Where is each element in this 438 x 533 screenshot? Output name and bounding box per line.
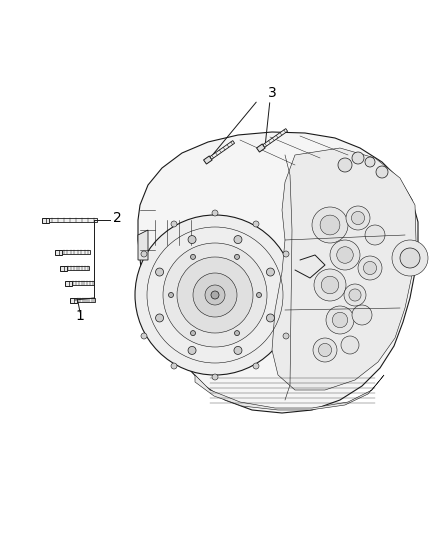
Circle shape [346, 206, 370, 230]
Circle shape [234, 236, 242, 244]
Polygon shape [257, 144, 265, 152]
Circle shape [266, 268, 275, 276]
Circle shape [400, 248, 420, 268]
Polygon shape [138, 230, 148, 260]
Polygon shape [55, 249, 62, 254]
Circle shape [341, 336, 359, 354]
Circle shape [365, 157, 375, 167]
Polygon shape [42, 217, 49, 222]
Circle shape [337, 247, 353, 263]
Circle shape [318, 343, 332, 357]
Circle shape [171, 363, 177, 369]
Circle shape [135, 215, 295, 375]
Circle shape [169, 293, 173, 297]
Circle shape [141, 251, 147, 257]
Circle shape [193, 273, 237, 317]
Circle shape [155, 268, 163, 276]
Circle shape [351, 212, 364, 224]
Circle shape [392, 240, 428, 276]
Polygon shape [138, 132, 418, 413]
Circle shape [205, 285, 225, 305]
Circle shape [376, 166, 388, 178]
Circle shape [211, 291, 219, 299]
Circle shape [283, 333, 289, 339]
Circle shape [344, 284, 366, 306]
Polygon shape [210, 141, 235, 159]
Circle shape [188, 346, 196, 354]
Circle shape [326, 306, 354, 334]
Circle shape [330, 240, 360, 270]
Text: 1: 1 [76, 309, 85, 323]
Circle shape [171, 221, 177, 227]
Circle shape [141, 333, 147, 339]
Circle shape [320, 215, 340, 235]
Circle shape [212, 374, 218, 380]
Polygon shape [65, 280, 72, 286]
Circle shape [338, 158, 352, 172]
Polygon shape [49, 218, 97, 222]
Circle shape [352, 305, 372, 325]
Circle shape [257, 293, 261, 297]
Polygon shape [272, 148, 416, 390]
Circle shape [364, 261, 377, 274]
Circle shape [234, 254, 240, 260]
Circle shape [191, 330, 195, 336]
Text: 3: 3 [268, 86, 276, 100]
Circle shape [234, 346, 242, 354]
Polygon shape [77, 298, 95, 302]
Circle shape [312, 207, 348, 243]
Polygon shape [195, 375, 384, 410]
Circle shape [321, 276, 339, 294]
Polygon shape [62, 251, 90, 254]
Circle shape [283, 251, 289, 257]
Circle shape [191, 254, 195, 260]
Circle shape [212, 210, 218, 216]
Polygon shape [72, 281, 94, 285]
Polygon shape [67, 266, 89, 270]
Circle shape [253, 221, 259, 227]
Polygon shape [263, 128, 288, 147]
Circle shape [177, 257, 253, 333]
Circle shape [253, 363, 259, 369]
Polygon shape [70, 297, 77, 303]
Circle shape [314, 269, 346, 301]
Polygon shape [60, 265, 67, 271]
Polygon shape [204, 156, 212, 164]
Circle shape [266, 314, 275, 322]
Circle shape [332, 312, 348, 328]
Circle shape [234, 330, 240, 336]
Circle shape [349, 289, 361, 301]
Text: 2: 2 [113, 211, 122, 225]
Circle shape [313, 338, 337, 362]
Circle shape [155, 314, 163, 322]
Circle shape [352, 152, 364, 164]
Circle shape [188, 236, 196, 244]
Circle shape [358, 256, 382, 280]
Circle shape [163, 243, 267, 347]
Circle shape [365, 225, 385, 245]
